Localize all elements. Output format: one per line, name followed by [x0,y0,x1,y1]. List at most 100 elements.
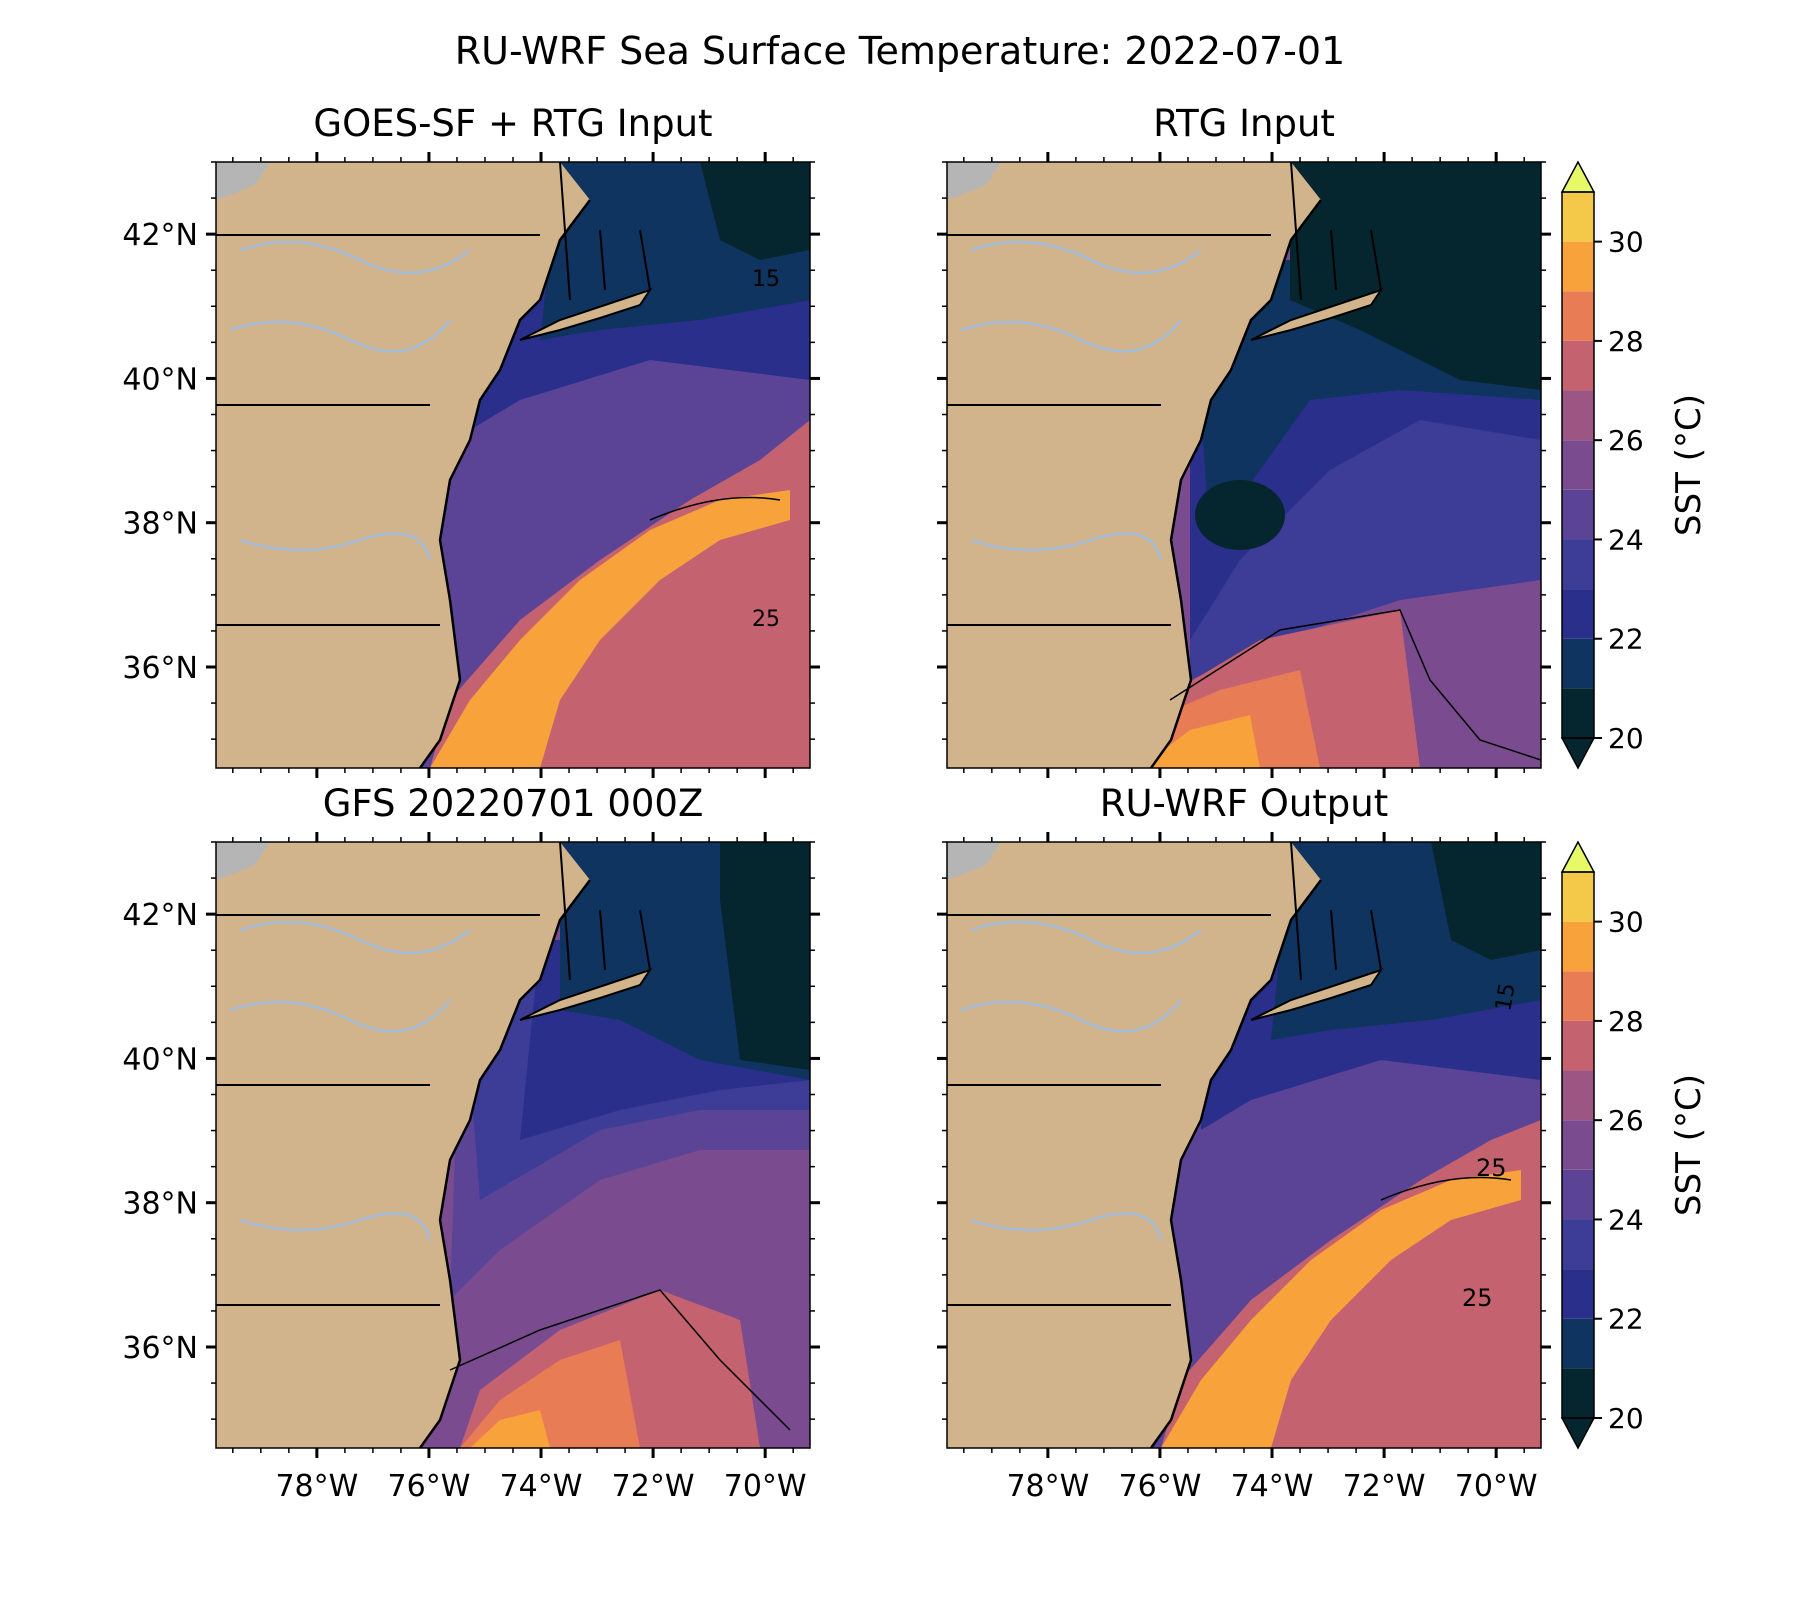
state-border [947,914,1271,1306]
contour-label: 25 [752,607,780,632]
panel-title: GFS 20220701 000Z [323,782,704,825]
panel-title: GOES-SF + RTG Input [313,102,712,145]
river-line [239,920,471,955]
colorbar-tick-label: 28 [1608,1005,1644,1038]
colorbar-top: 20 22 24 26 28 30 [1560,160,1644,770]
lat-tick-label: 42°N [122,218,198,253]
map-area [947,842,1541,1448]
lon-tick-label: 72°W [1343,1469,1426,1504]
river-line [970,920,1202,955]
colorbar-bottom: 20 22 24 26 28 30 [1560,840,1644,1450]
coastline [1149,879,1322,1448]
colorbar-tick-label: 24 [1608,1203,1644,1236]
panel-title: RU-WRF Output [1100,782,1389,825]
panel-ruwrf: RU-WRF Output 15 25 25 [946,782,1542,1449]
long-island [519,288,653,341]
state-border [216,914,540,1306]
contour-label: 15 [752,267,780,292]
state-border [559,162,651,301]
land [216,842,590,1448]
gulf-stream-band [430,490,790,768]
gulf-stream-band [1161,1170,1521,1448]
lat-tick-label: 40°N [122,1042,198,1077]
river-line [960,319,1182,353]
contour-line [449,1289,791,1431]
colorbar-extend-min [1560,1417,1596,1450]
sst-band-20 [1290,162,1541,390]
long-island [1250,288,1384,341]
colorbar-tick-label: 22 [1608,623,1644,656]
colorbar-swatch [1562,589,1594,639]
colorbar-swatch [1562,1120,1594,1170]
state-border [1290,842,1382,981]
colorbar-swatch [1562,688,1594,738]
river-line [970,532,1163,561]
lat-tick-label: 38°N [122,507,198,542]
sst-band-29 [1140,715,1260,768]
river-line [970,240,1202,275]
coastline [1149,199,1322,768]
colorbar-extend-max [1560,840,1596,873]
river-line [239,240,471,275]
cold-eddy [1195,480,1285,550]
colorbar-swatch [1562,1368,1594,1418]
panel-goes-rtg: GOES-SF + RTG Input 15 25 [215,102,811,769]
panel-rtg: RTG Input [946,102,1542,769]
canada-region [216,162,270,200]
sst-band-29 [470,1410,550,1448]
colorbar-swatch [1562,1318,1594,1369]
canada-region [947,162,1001,200]
lon-tick-label: 76°W [1119,1469,1202,1504]
colorbar-swatch [1562,971,1594,1021]
colorbar-swatch [1562,489,1594,540]
coastline [418,199,591,768]
lon-tick-label: 74°W [500,1469,583,1504]
axis-ticks: 42°N 40°N 38°N 36°N 42°N 40°N 38°N 36°N 78°W 76°W… [122,152,1551,1504]
long-island [1250,968,1384,1021]
colorbar-swatch [1562,921,1594,972]
map-area [216,842,810,1448]
colorbar-tick-label: 30 [1608,226,1644,259]
state-border [1290,162,1382,301]
figure-title: RU-WRF Sea Surface Temperature: 2022-07-… [455,29,1345,73]
lat-tick-label: 38°N [122,1187,198,1222]
lat-tick-label: 42°N [122,898,198,933]
state-border [559,842,651,981]
river-line [239,1212,432,1241]
colorbar-swatch [1562,1070,1594,1121]
colorbar-frame [1561,871,1595,1419]
lon-tick-label: 78°W [275,1469,358,1504]
river-line [960,999,1182,1033]
contour-line [649,496,781,521]
river-line [970,1212,1163,1241]
colorbar-swatch [1562,1020,1594,1071]
river-line [239,532,432,561]
colorbar-label: SST (°C) [1669,1074,1709,1216]
river-line [229,999,451,1033]
colorbar-frame [1561,191,1595,739]
colorbar-tick-label: 26 [1608,1104,1644,1137]
canada-region [947,842,1001,880]
colorbar-swatch [1562,539,1594,590]
colorbar-extend-max [1560,160,1596,193]
river-line [229,319,451,353]
canada-region [216,842,270,880]
land [947,842,1321,1448]
colorbar-tick-label: 28 [1608,325,1644,358]
colorbar-swatch [1562,192,1594,242]
lon-tick-label: 74°W [1231,1469,1314,1504]
lat-tick-label: 36°N [122,651,198,686]
land [947,162,1321,768]
lon-tick-label: 76°W [388,1469,471,1504]
panel-gfs: GFS 20220701 000Z [215,782,811,1449]
colorbar-extend-min [1560,737,1596,770]
lon-tick-label: 78°W [1006,1469,1089,1504]
panel-title: RTG Input [1153,102,1335,145]
state-border [947,234,1271,626]
colorbar-tick-label: 30 [1608,906,1644,939]
colorbar-swatch [1562,340,1594,391]
colorbar-swatch [1562,241,1594,292]
coastline [418,879,591,1448]
sst-band-20 [1431,842,1541,960]
